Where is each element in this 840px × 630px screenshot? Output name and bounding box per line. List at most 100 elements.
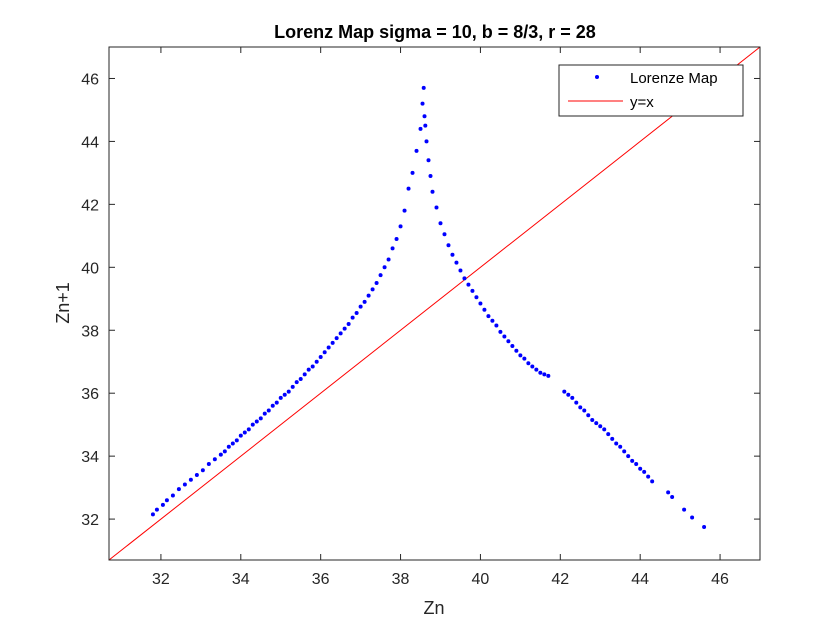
data-point [442,232,447,237]
data-point [474,295,479,300]
scatter-points-layer [150,85,707,529]
data-point [642,469,647,474]
data-point [424,139,429,144]
data-point [234,438,239,443]
data-point [574,400,579,405]
data-point [346,321,351,326]
y-tick-label: 42 [81,197,99,214]
y-axis-title: Zn+1 [53,282,73,324]
x-tick-label: 36 [312,571,330,588]
data-point [458,268,463,273]
data-point [634,462,639,467]
y-tick-label: 40 [81,260,99,277]
data-point [242,430,247,435]
data-point [230,441,235,446]
x-axis-ticks: 32 34 36 38 40 42 44 46 [152,47,729,588]
data-point [402,208,407,213]
series-line-y-equals-x [108,46,761,561]
identity-line-layer [108,46,761,561]
data-point [534,367,539,372]
y-tick-label: 34 [81,449,99,466]
data-point [342,326,347,331]
x-tick-label: 40 [472,571,490,588]
data-point [370,287,375,292]
data-point [298,377,303,382]
data-point [246,427,251,432]
data-point [270,403,275,408]
data-point [326,345,331,350]
data-point [530,364,535,369]
data-point [466,282,471,287]
data-point [226,444,231,449]
data-point [646,474,651,479]
data-point [538,370,543,375]
data-point [212,457,217,462]
data-point [518,353,523,358]
data-point [494,323,499,328]
data-point [428,174,433,179]
data-point [546,373,551,378]
data-point [682,507,687,512]
data-point [266,408,271,413]
data-point [562,389,567,394]
data-point [490,318,495,323]
data-point [218,452,223,457]
data-point [690,515,695,520]
data-point [702,524,707,529]
data-point [606,432,611,437]
data-point [200,468,205,473]
x-tick-label: 32 [152,571,170,588]
data-point [614,441,619,446]
data-point [670,495,675,500]
data-point [394,236,399,241]
data-point [286,389,291,394]
data-point [410,170,415,175]
y-tick-label: 36 [81,386,99,403]
data-point [470,288,475,293]
data-point [602,427,607,432]
x-tick-label: 34 [232,571,250,588]
y-tick-label: 46 [81,71,99,88]
data-point [594,421,599,426]
data-point [254,419,259,424]
x-tick-label: 42 [551,571,569,588]
data-point [618,444,623,449]
data-point [486,314,491,319]
data-point [302,372,307,377]
data-point [406,186,411,191]
data-point [176,487,181,492]
data-point [310,364,315,369]
data-point [154,507,159,512]
data-point [390,246,395,251]
data-point [582,408,587,413]
data-point [438,221,443,226]
data-point [306,367,311,372]
chart-title: Lorenz Map sigma = 10, b = 8/3, r = 28 [274,22,596,42]
data-point [414,148,419,153]
x-tick-label: 46 [711,571,729,588]
data-point [160,502,165,507]
data-point [194,473,199,478]
data-point [362,299,367,304]
legend: Lorenze Map y=x [558,64,744,117]
data-point [598,424,603,429]
data-point [622,449,627,454]
data-point [350,315,355,320]
data-point [330,340,335,345]
data-point [334,336,339,341]
data-point [610,436,615,441]
data-point [478,301,483,306]
y-axis-ticks: 32 34 36 38 40 42 44 46 [81,71,760,529]
data-point [366,293,371,298]
data-point [222,449,227,454]
legend-label-y-equals-x: y=x [630,94,654,111]
data-point [314,359,319,364]
data-point [422,114,427,119]
data-point [358,304,363,309]
data-point [150,512,155,517]
data-point [462,276,467,281]
data-point [502,334,507,339]
data-point [382,265,387,270]
data-point [164,498,169,503]
